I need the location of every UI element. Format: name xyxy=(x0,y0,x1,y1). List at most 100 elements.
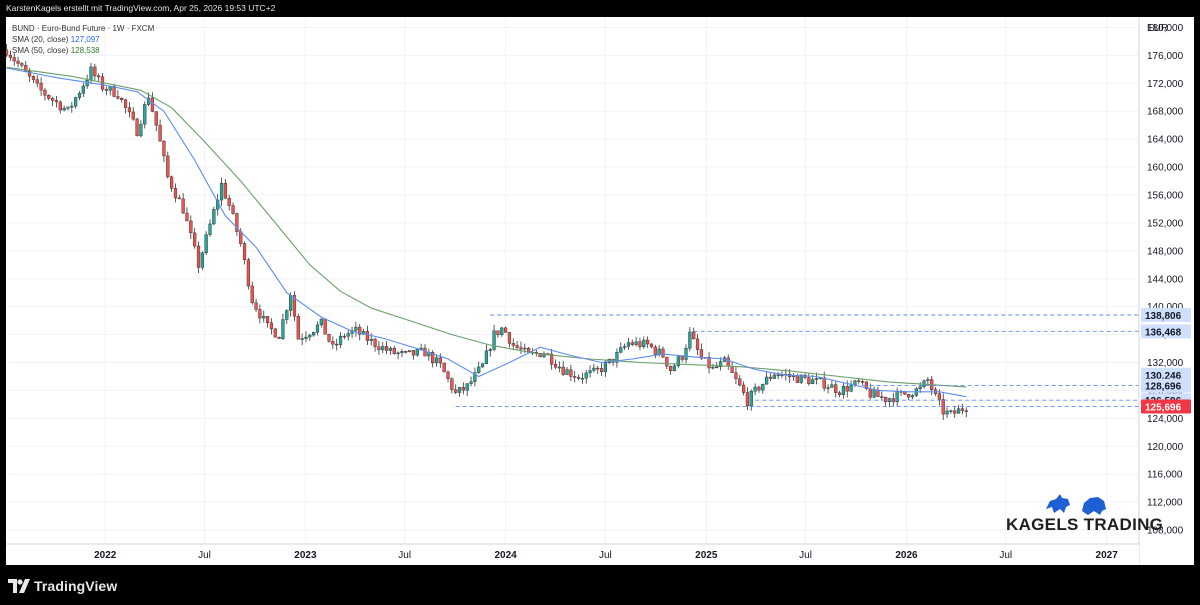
candle-down[interactable] xyxy=(231,205,235,214)
candle-down[interactable] xyxy=(638,341,642,347)
candle-up[interactable] xyxy=(388,347,393,351)
candle-up[interactable] xyxy=(853,380,857,386)
candle-down[interactable] xyxy=(51,98,55,101)
candle-down[interactable] xyxy=(254,302,258,310)
candle-down[interactable] xyxy=(695,338,700,350)
candle-down[interactable] xyxy=(120,98,124,100)
candle-up[interactable] xyxy=(204,234,208,254)
candle-down[interactable] xyxy=(246,259,250,287)
candle-up[interactable] xyxy=(396,352,400,355)
candle-up[interactable] xyxy=(826,387,830,389)
candle-up[interactable] xyxy=(85,80,89,87)
candle-up[interactable] xyxy=(208,223,212,235)
candle-up[interactable] xyxy=(66,106,70,109)
candle-down[interactable] xyxy=(54,100,59,103)
candle-up[interactable] xyxy=(945,410,949,415)
candle-down[interactable] xyxy=(857,380,861,382)
candle-down[interactable] xyxy=(365,331,369,341)
candle-up[interactable] xyxy=(949,410,953,412)
candle-down[interactable] xyxy=(795,375,799,383)
candle-up[interactable] xyxy=(926,379,930,381)
candle-up[interactable] xyxy=(622,346,627,348)
candle-down[interactable] xyxy=(189,220,193,234)
candle-up[interactable] xyxy=(465,383,469,391)
candle-up[interactable] xyxy=(753,386,757,392)
candle-down[interactable] xyxy=(373,338,377,347)
candle-up[interactable] xyxy=(480,363,485,368)
candle-down[interactable] xyxy=(507,332,512,344)
candle-up[interactable] xyxy=(477,366,481,373)
candle-up[interactable] xyxy=(308,334,312,338)
candle-up[interactable] xyxy=(500,327,504,335)
price-chart[interactable]: EUR108,000112,000116,000120,000124,00012… xyxy=(6,17,1194,565)
candle-up[interactable] xyxy=(473,372,477,382)
candle-down[interactable] xyxy=(8,54,12,58)
candle-down[interactable] xyxy=(250,285,254,304)
candle-down[interactable] xyxy=(573,376,577,378)
candle-up[interactable] xyxy=(615,352,619,363)
candle-down[interactable] xyxy=(296,316,300,340)
candle-down[interactable] xyxy=(97,75,101,78)
candle-down[interactable] xyxy=(964,410,968,412)
candle-up[interactable] xyxy=(872,389,876,398)
candle-up[interactable] xyxy=(415,349,419,356)
candle-down[interactable] xyxy=(431,352,435,364)
candle-up[interactable] xyxy=(772,374,776,379)
candle-down[interactable] xyxy=(170,176,174,189)
candle-up[interactable] xyxy=(457,387,462,393)
candle-up[interactable] xyxy=(81,85,85,94)
candle-down[interactable] xyxy=(20,63,24,66)
candle-up[interactable] xyxy=(761,383,765,391)
candle-up[interactable] xyxy=(346,333,350,337)
candle-up[interactable] xyxy=(956,408,961,414)
candle-down[interactable] xyxy=(511,343,515,346)
candle-down[interactable] xyxy=(692,331,696,340)
candle-down[interactable] xyxy=(837,392,842,395)
candle-up[interactable] xyxy=(841,386,846,395)
candle-down[interactable] xyxy=(269,322,274,330)
candle-up[interactable] xyxy=(285,310,289,320)
candle-down[interactable] xyxy=(27,71,32,77)
candle-up[interactable] xyxy=(580,377,584,380)
candle-down[interactable] xyxy=(953,410,957,414)
candle-down[interactable] xyxy=(292,295,297,317)
candle-down[interactable] xyxy=(937,393,941,400)
candle-up[interactable] xyxy=(910,395,915,398)
candle-down[interactable] xyxy=(58,101,62,111)
candle-down[interactable] xyxy=(185,212,189,222)
candle-up[interactable] xyxy=(811,379,815,384)
candle-down[interactable] xyxy=(576,377,581,379)
candle-up[interactable] xyxy=(319,318,323,326)
candle-up[interactable] xyxy=(672,365,677,371)
candle-down[interactable] xyxy=(227,197,231,206)
candle-down[interactable] xyxy=(891,398,895,403)
candle-down[interactable] xyxy=(649,343,654,348)
candle-up[interactable] xyxy=(542,353,546,358)
candle-down[interactable] xyxy=(845,386,849,392)
candle-up[interactable] xyxy=(849,384,853,392)
candle-down[interactable] xyxy=(377,346,381,351)
candle-down[interactable] xyxy=(35,79,39,84)
candle-down[interactable] xyxy=(116,96,120,99)
candle-down[interactable] xyxy=(699,349,703,359)
candle-down[interactable] xyxy=(404,351,408,353)
candle-down[interactable] xyxy=(730,365,734,373)
candle-up[interactable] xyxy=(711,366,715,369)
candle-down[interactable] xyxy=(16,60,20,64)
candle-up[interactable] xyxy=(657,348,661,355)
candle-down[interactable] xyxy=(768,376,773,379)
candle-up[interactable] xyxy=(588,370,592,374)
candle-up[interactable] xyxy=(814,378,819,380)
candle-down[interactable] xyxy=(519,347,523,350)
candle-down[interactable] xyxy=(599,368,604,373)
candle-down[interactable] xyxy=(442,362,446,373)
candle-down[interactable] xyxy=(323,318,327,335)
candle-up[interactable] xyxy=(315,324,320,333)
candle-up[interactable] xyxy=(354,326,358,331)
candle-up[interactable] xyxy=(642,339,646,347)
candle-down[interactable] xyxy=(135,118,139,137)
candle-down[interactable] xyxy=(177,197,181,200)
candle-down[interactable] xyxy=(503,327,508,333)
candle-down[interactable] xyxy=(235,213,239,232)
candle-down[interactable] xyxy=(569,369,573,377)
